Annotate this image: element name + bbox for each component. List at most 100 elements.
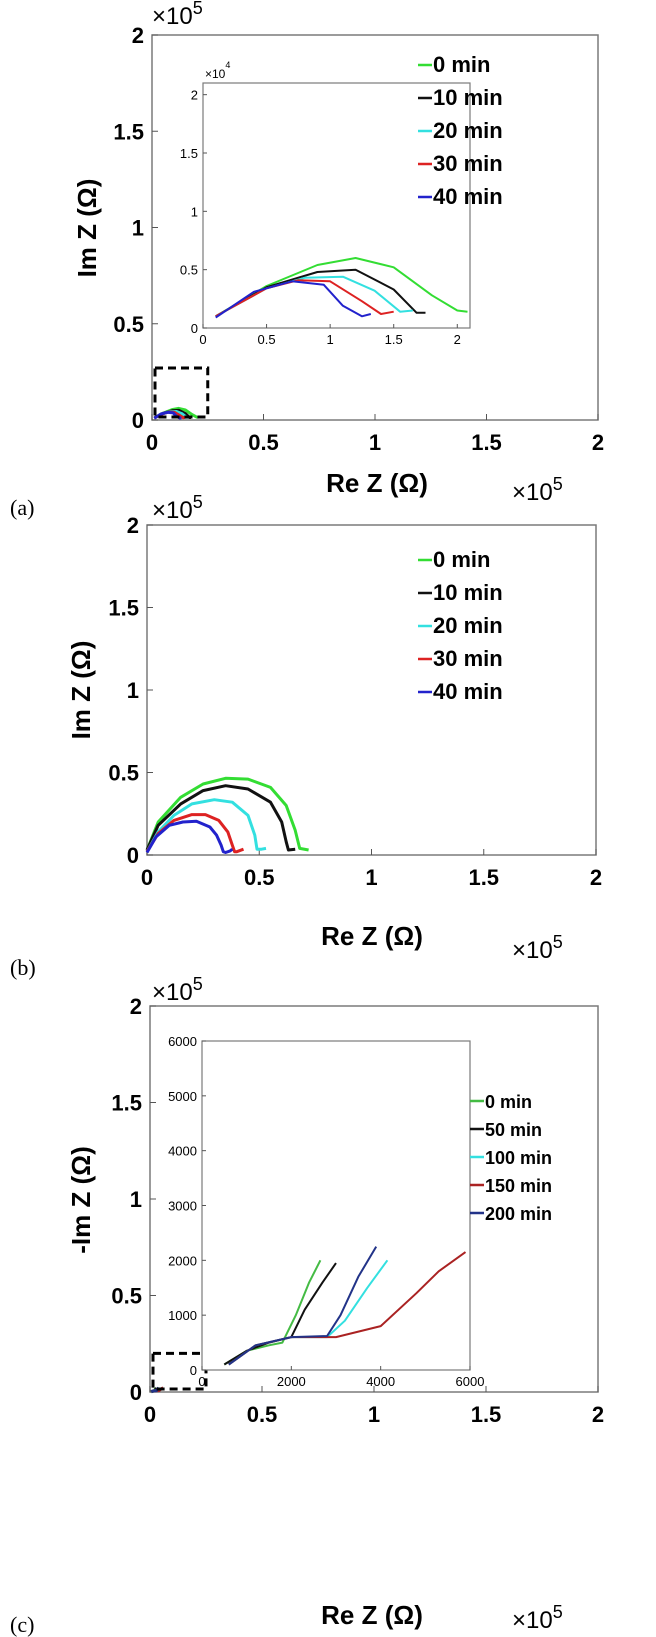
y-axis-label: Im Z (Ω): [66, 641, 96, 740]
y-multiplier: ×105: [152, 0, 203, 30]
y-tick-label: 2: [127, 513, 139, 538]
y-tick-label: 2: [132, 23, 144, 48]
panel-1: 0 0.5 1 1.5 2 0 0.5 1 1.5 2 ×105 ×105 Re Z (Ω) Im Z (…: [10, 0, 604, 520]
inset-y-tick-label: 3000: [168, 1199, 197, 1214]
x-axis-label: Re Z (Ω): [326, 468, 428, 498]
panel-label: (a): [10, 495, 34, 520]
y-tick-label: 1.5: [108, 596, 139, 621]
panel-label: (b): [10, 955, 36, 980]
inset-x-tick-label: 1.5: [385, 332, 403, 347]
legend-label: 0 min: [433, 547, 490, 572]
inset-frame: [202, 82, 471, 329]
series-line: [153, 410, 182, 420]
y-tick-label: 1.5: [111, 1091, 142, 1116]
inset-frame: [201, 1040, 471, 1371]
x-tick-label: 1.5: [471, 430, 502, 455]
legend-label: 100 min: [485, 1148, 552, 1168]
x-multiplier: ×105: [512, 1602, 563, 1634]
plot-frame: [146, 524, 597, 856]
inset-series-line: [215, 257, 468, 318]
y-axis-label: Im Z (Ω): [72, 179, 102, 278]
legend-label: 0 min: [485, 1092, 532, 1112]
y-tick-label: 1.5: [113, 119, 144, 144]
legend-label: 10 min: [433, 85, 503, 110]
y-multiplier: ×105: [152, 492, 203, 524]
zoom-box: [151, 1351, 208, 1391]
legend-label: 20 min: [433, 613, 503, 638]
x-tick-label: 2: [592, 430, 604, 455]
x-axis-label: Re Z (Ω): [321, 921, 423, 951]
inset-x-tick-label: 0.5: [258, 332, 276, 347]
x-multiplier: ×105: [512, 932, 563, 964]
x-tick-label: 0: [146, 430, 158, 455]
inset-y-tick-label: 1000: [168, 1308, 197, 1323]
inset-x-tick-label: 4000: [366, 1374, 395, 1389]
series-line: [145, 798, 267, 853]
y-axis-label: -Im Z (Ω): [66, 1146, 96, 1254]
inset-x-tick-label: 2000: [277, 1374, 306, 1389]
legend-label: 40 min: [433, 679, 503, 704]
y-tick-label: 0: [130, 1380, 142, 1405]
zoom-box: [153, 366, 210, 419]
legend-label: 150 min: [485, 1176, 552, 1196]
x-tick-label: 2: [590, 865, 602, 890]
x-tick-label: 1: [369, 430, 381, 455]
panel-label: (c): [10, 1612, 34, 1637]
x-tick-label: 0.5: [244, 865, 275, 890]
legend-label: 30 min: [433, 646, 503, 671]
panel-2: 0 0.5 1 1.5 2 0 0.5 1 1.5 2 ×105 ×105 Re Z (Ω) Im Z (…: [10, 492, 602, 980]
inset-y-tick-label: 0.5: [180, 263, 198, 278]
inset-y-tick-label: 2000: [168, 1253, 197, 1268]
legend-label: 200 min: [485, 1204, 552, 1224]
x-tick-label: 1: [368, 1402, 380, 1427]
x-tick-label: 1.5: [471, 1402, 502, 1427]
x-tick-label: 1.5: [468, 865, 499, 890]
legend-label: 40 min: [433, 184, 503, 209]
panel-3: 0 0.5 1 1.5 2 0 0.5 1 1.5 2 ×105 ×105 Re Z (Ω) -Im Z …: [10, 974, 604, 1637]
inset-y-tick-label: 0: [191, 321, 198, 336]
inset-y-tick-label: 2: [191, 88, 198, 103]
inset-series-line: [215, 268, 426, 318]
inset-x-tick-label: 2: [454, 332, 461, 347]
x-axis-label: Re Z (Ω): [321, 1600, 423, 1630]
inset-y-tick-label: 0: [190, 1363, 197, 1378]
y-tick-label: 0.5: [113, 312, 144, 337]
x-tick-label: 1: [365, 865, 377, 890]
legend-label: 0 min: [433, 52, 490, 77]
inset-y-tick-label: 5000: [168, 1089, 197, 1104]
inset-series-line: [215, 280, 372, 319]
x-tick-label: 0: [144, 1402, 156, 1427]
inset-y-tick-label: 4000: [168, 1144, 197, 1159]
y-tick-label: 0: [132, 408, 144, 433]
legend-label: 20 min: [433, 118, 503, 143]
y-tick-label: 0.5: [108, 761, 139, 786]
x-tick-label: 2: [592, 1402, 604, 1427]
x-tick-label: 0.5: [248, 430, 279, 455]
inset-a: 0 0.5 1 1.5 2 0 0.5 1 1.5 2 ×104: [180, 60, 471, 347]
inset-y-multiplier: ×104: [205, 60, 230, 81]
series-line: [145, 776, 309, 852]
inset-y-tick-label: 1: [191, 204, 198, 219]
x-multiplier: ×105: [512, 474, 563, 506]
inset-x-tick-label: 0: [198, 1374, 205, 1389]
x-tick-label: 0: [141, 865, 153, 890]
inset-y-tick-label: 1.5: [180, 146, 198, 161]
y-tick-label: 0.5: [111, 1284, 142, 1309]
y-multiplier: ×105: [152, 974, 203, 1006]
series-line: [145, 819, 234, 854]
inset-y-tick-label: 6000: [168, 1034, 197, 1049]
inset-x-tick-label: 1: [327, 332, 334, 347]
y-tick-label: 1: [127, 678, 139, 703]
legend-label: 10 min: [433, 580, 503, 605]
y-tick-label: 2: [130, 994, 142, 1019]
legend-label: 30 min: [433, 151, 503, 176]
y-tick-label: 1: [132, 216, 144, 241]
series-line: [145, 784, 296, 852]
inset-c: 0 2000 4000 6000 0 1000 2000 3000 4000 5000 6000: [168, 1034, 484, 1389]
y-tick-label: 0: [127, 843, 139, 868]
inset-x-tick-label: 6000: [456, 1374, 485, 1389]
y-tick-label: 1: [130, 1187, 142, 1212]
legend-label: 50 min: [485, 1120, 542, 1140]
inset-x-tick-label: 0: [199, 332, 206, 347]
